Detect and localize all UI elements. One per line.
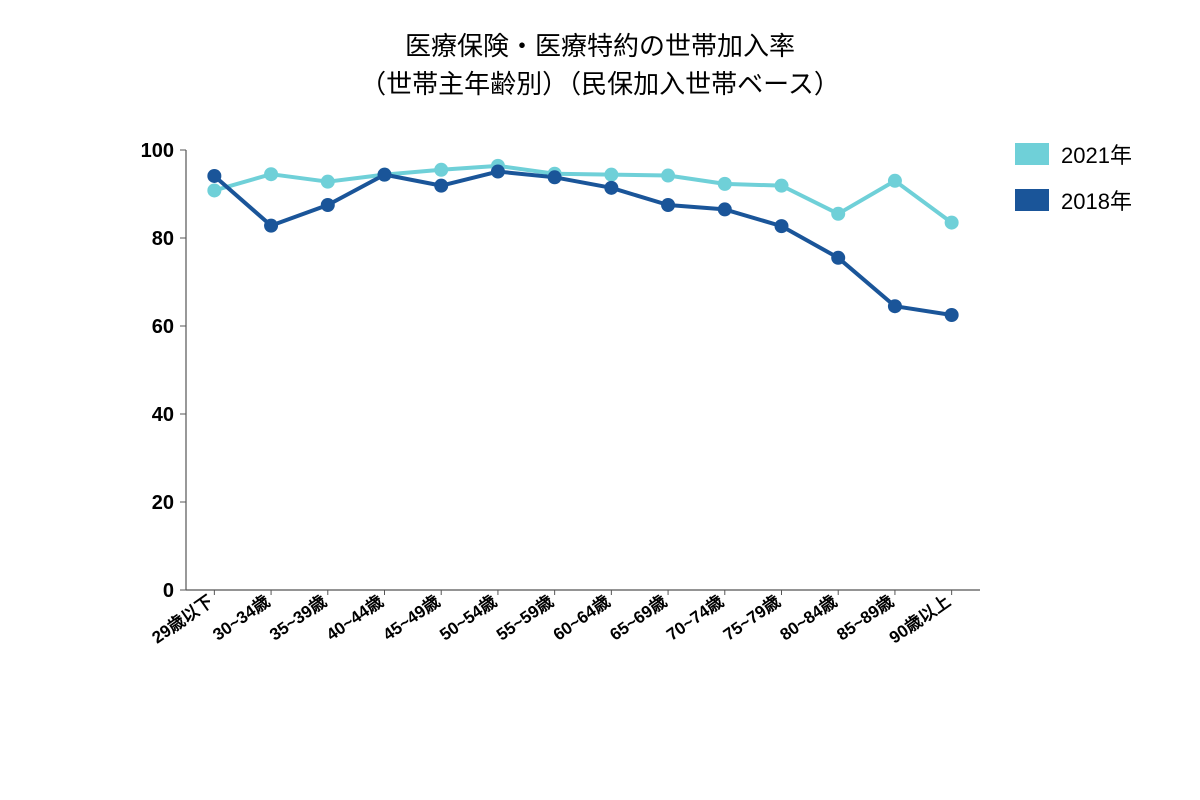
svg-text:30~34歳: 30~34歳 [209, 591, 274, 645]
svg-text:45~49歳: 45~49歳 [379, 591, 444, 645]
svg-text:85~89歳: 85~89歳 [833, 591, 898, 645]
chart-container: 医療保険・医療特約の世帯加入率 （世帯主年齢別）（民保加入世帯ベース） 0 20 4… [0, 0, 1200, 800]
legend-label: 2021年 [1061, 138, 1132, 170]
legend: 2021年 2018年 [1015, 138, 1132, 230]
plot-area: 0 20 40 60 80 100 29歳以下30~34歳35~39歳40~44歳45~49… [130, 140, 990, 680]
svg-text:90歳以上: 90歳以上 [885, 591, 954, 647]
svg-text:29歳以下: 29歳以下 [148, 591, 217, 647]
svg-text:75~79歳: 75~79歳 [719, 591, 784, 645]
svg-text:20: 20 [152, 492, 174, 514]
svg-text:40: 40 [152, 404, 174, 426]
svg-text:60: 60 [152, 316, 174, 338]
line-chart-svg: 0 20 40 60 80 100 29歳以下30~34歳35~39歳40~44歳45~49… [130, 140, 990, 680]
legend-item: 2021年 [1015, 138, 1132, 170]
svg-text:55~59歳: 55~59歳 [492, 591, 557, 645]
svg-text:100: 100 [141, 140, 174, 162]
svg-text:0: 0 [163, 580, 174, 602]
title-line-2: （世帯主年齢別）（民保加入世帯ベース） [360, 69, 840, 99]
svg-text:40~44歳: 40~44歳 [322, 591, 387, 645]
chart-title: 医療保険・医療特約の世帯加入率 （世帯主年齢別）（民保加入世帯ベース） [0, 0, 1200, 103]
svg-text:50~54歳: 50~54歳 [436, 591, 501, 645]
legend-item: 2018年 [1015, 184, 1132, 216]
svg-text:80~84歳: 80~84歳 [776, 591, 841, 645]
svg-text:35~39歳: 35~39歳 [266, 591, 331, 645]
legend-swatch [1015, 189, 1049, 211]
svg-text:65~69歳: 65~69歳 [606, 591, 671, 645]
title-line-1: 医療保険・医療特約の世帯加入率 [405, 31, 795, 61]
legend-label: 2018年 [1061, 184, 1132, 216]
svg-text:80: 80 [152, 228, 174, 250]
svg-text:60~64歳: 60~64歳 [549, 591, 614, 645]
svg-text:70~74歳: 70~74歳 [663, 591, 728, 645]
legend-swatch [1015, 143, 1049, 165]
